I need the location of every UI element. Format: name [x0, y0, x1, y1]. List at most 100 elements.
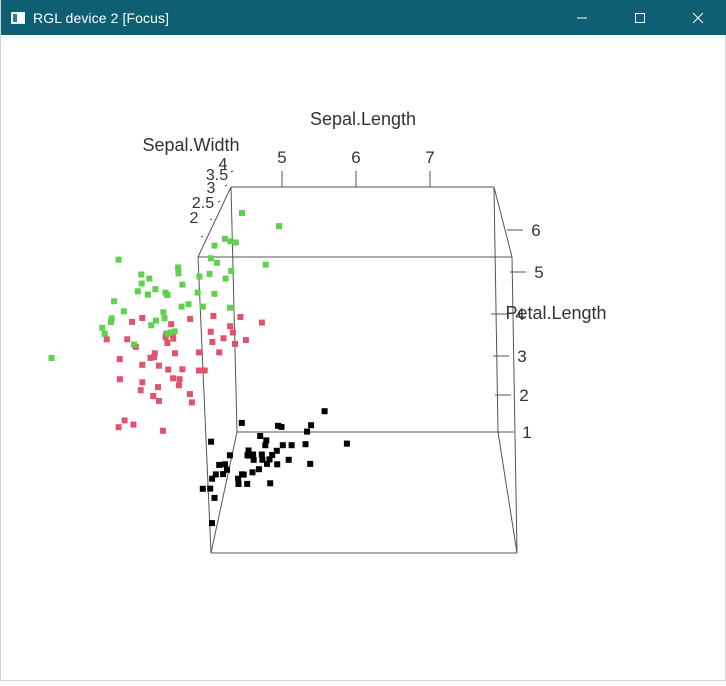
- window-controls: [553, 0, 726, 35]
- data-point: [139, 361, 146, 368]
- data-point: [212, 471, 219, 478]
- data-point: [224, 466, 230, 473]
- y-tick-label: 3.5: [206, 167, 228, 184]
- close-button[interactable]: [669, 0, 726, 35]
- data-point: [207, 485, 214, 492]
- data-point: [226, 452, 233, 459]
- x-tick-label: 7: [425, 148, 434, 167]
- data-point: [185, 301, 192, 308]
- data-point: [267, 480, 274, 487]
- data-point: [211, 494, 218, 501]
- data-point: [121, 417, 128, 424]
- data-point: [115, 424, 122, 431]
- data-point: [139, 315, 146, 321]
- data-point: [48, 355, 55, 361]
- data-point: [211, 290, 218, 297]
- data-point: [276, 223, 282, 230]
- data-point: [269, 452, 276, 458]
- z-tick-label: 6: [531, 221, 540, 240]
- z-tick-label: 5: [534, 263, 543, 282]
- data-point: [209, 475, 216, 482]
- minimize-button[interactable]: [553, 0, 611, 35]
- data-point: [115, 256, 122, 263]
- scatter3d-plot[interactable]: 5 6 7Sepal.Length22.533.54Sepal.Width12345…: [1, 35, 726, 681]
- data-point: [116, 356, 123, 363]
- x-tick-label: 5: [277, 148, 286, 167]
- x-tick-label: 6: [351, 148, 360, 167]
- data-point: [222, 461, 228, 468]
- data-point: [170, 335, 177, 342]
- data-point: [249, 469, 256, 476]
- data-point: [285, 456, 292, 463]
- y-tick-label: 4: [219, 156, 228, 173]
- data-point: [307, 460, 314, 467]
- rgl-plot-area[interactable]: 5 6 7 Sepal.Length 2 2.5 3 3.5 4 Sepal.Width 1 2 3 4 5…: [1, 35, 726, 681]
- data-point: [165, 366, 172, 373]
- data-point: [262, 261, 269, 268]
- data-point: [178, 303, 185, 310]
- data-point: [108, 315, 115, 322]
- data-point: [304, 428, 311, 435]
- data-point: [187, 315, 194, 322]
- window-title: RGL device 2 [Focus]: [33, 9, 170, 26]
- data-point: [186, 391, 193, 398]
- data-point: [111, 298, 118, 305]
- data-point: [159, 427, 166, 434]
- data-point: [275, 422, 281, 429]
- title-bar[interactable]: RGL device 2 [Focus]: [1, 0, 726, 35]
- data-point: [235, 475, 242, 482]
- data-point: [222, 275, 229, 282]
- data-point: [213, 259, 220, 266]
- data-point: [152, 286, 159, 293]
- app-icon: [11, 11, 25, 24]
- z-tick-label: 2: [519, 386, 528, 405]
- data-point: [210, 312, 217, 319]
- x-axis-label: Sepal.Length: [310, 109, 416, 129]
- data-point: [206, 270, 213, 277]
- data-point: [108, 318, 114, 325]
- data-point: [274, 461, 281, 468]
- data-point: [175, 382, 182, 389]
- data-point: [321, 408, 328, 415]
- data-point: [258, 319, 265, 326]
- data-point: [153, 317, 159, 324]
- data-point: [138, 271, 145, 278]
- data-point: [250, 456, 257, 463]
- data-point: [262, 442, 269, 449]
- y-tick-label: 2: [190, 210, 199, 227]
- data-point: [266, 456, 273, 463]
- minimize-icon: [577, 17, 587, 18]
- data-point: [171, 328, 178, 335]
- data-point: [195, 349, 202, 356]
- data-point: [244, 452, 251, 459]
- data-point: [170, 375, 177, 382]
- data-point: [259, 456, 266, 463]
- data-point: [227, 323, 234, 330]
- data-point: [120, 308, 127, 315]
- data-point: [144, 291, 151, 298]
- data-point: [207, 328, 214, 335]
- data-point: [279, 442, 286, 449]
- maximize-button[interactable]: [611, 0, 669, 35]
- y-tick-mark: [200, 235, 204, 238]
- data-point: [161, 315, 168, 322]
- data-point: [99, 324, 106, 331]
- data-point: [194, 289, 201, 296]
- y-tick-mark: [217, 200, 221, 203]
- data-point: [151, 354, 157, 361]
- data-point: [146, 275, 153, 282]
- data-point: [235, 480, 242, 487]
- data-point: [227, 238, 234, 245]
- data-point: [131, 341, 137, 348]
- data-point: [308, 422, 315, 429]
- data-point: [250, 451, 257, 458]
- data-point: [302, 441, 309, 448]
- data-point: [138, 280, 145, 287]
- data-point: [199, 303, 206, 310]
- data-point: [208, 438, 215, 445]
- z-tick-label: 3: [517, 347, 526, 366]
- data-point: [137, 387, 144, 394]
- data-point: [130, 421, 137, 428]
- maximize-icon: [635, 12, 645, 23]
